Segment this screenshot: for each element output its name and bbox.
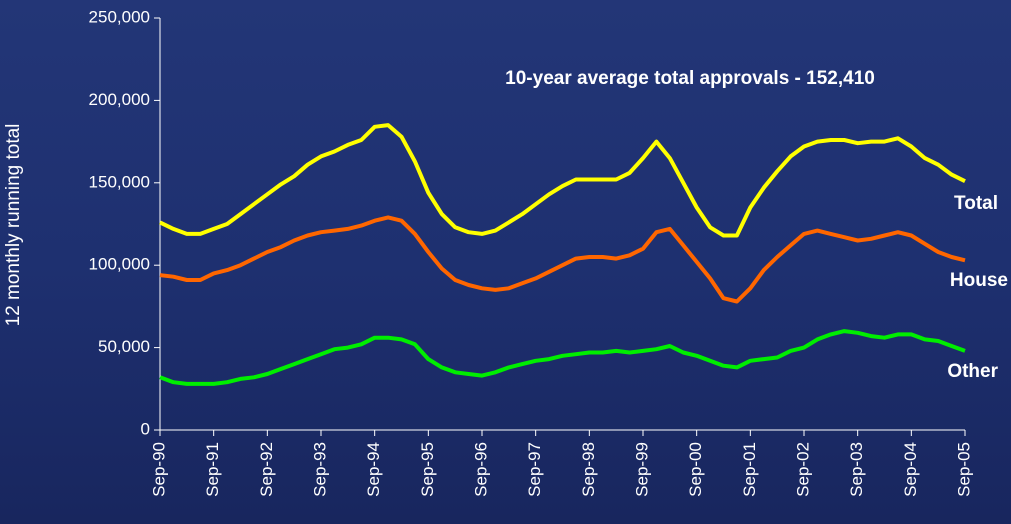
x-tick-label: Sep-01 (740, 442, 759, 497)
x-tick-label: Sep-98 (579, 442, 598, 497)
x-tick-label: Sep-05 (954, 442, 973, 497)
x-tick-label: Sep-90 (149, 442, 168, 497)
series-label: Total (954, 193, 998, 214)
x-tick-label: Sep-99 (632, 442, 651, 497)
x-tick-label: Sep-94 (364, 442, 383, 497)
x-tick-label: Sep-96 (471, 442, 490, 497)
y-tick-label: 0 (141, 419, 150, 438)
series-line (159, 215, 966, 304)
x-tick-label: Sep-04 (901, 442, 920, 497)
x-tick-label: Sep-02 (793, 442, 812, 497)
x-tick-label: Sep-95 (418, 442, 437, 497)
x-tick-label: Sep-91 (203, 442, 222, 497)
y-tick-label: 50,000 (98, 337, 150, 356)
y-tick-label: 150,000 (89, 172, 150, 191)
series-line (159, 123, 966, 238)
annotation: 10-year average total approvals - 152,41… (505, 68, 875, 89)
x-tick-label: Sep-92 (257, 442, 276, 497)
x-tick-label: Sep-97 (525, 442, 544, 497)
series-label: House (950, 270, 1008, 291)
y-tick-label: 250,000 (89, 7, 150, 26)
series-line (159, 329, 966, 386)
series-label: Other (947, 361, 998, 382)
x-tick-label: Sep-00 (686, 442, 705, 497)
y-tick-label: 100,000 (89, 255, 150, 274)
x-tick-label: Sep-03 (847, 442, 866, 497)
x-tick-label: Sep-93 (310, 442, 329, 497)
y-tick-label: 200,000 (89, 90, 150, 109)
y-axis-label: 12 monthly running total (3, 124, 24, 327)
